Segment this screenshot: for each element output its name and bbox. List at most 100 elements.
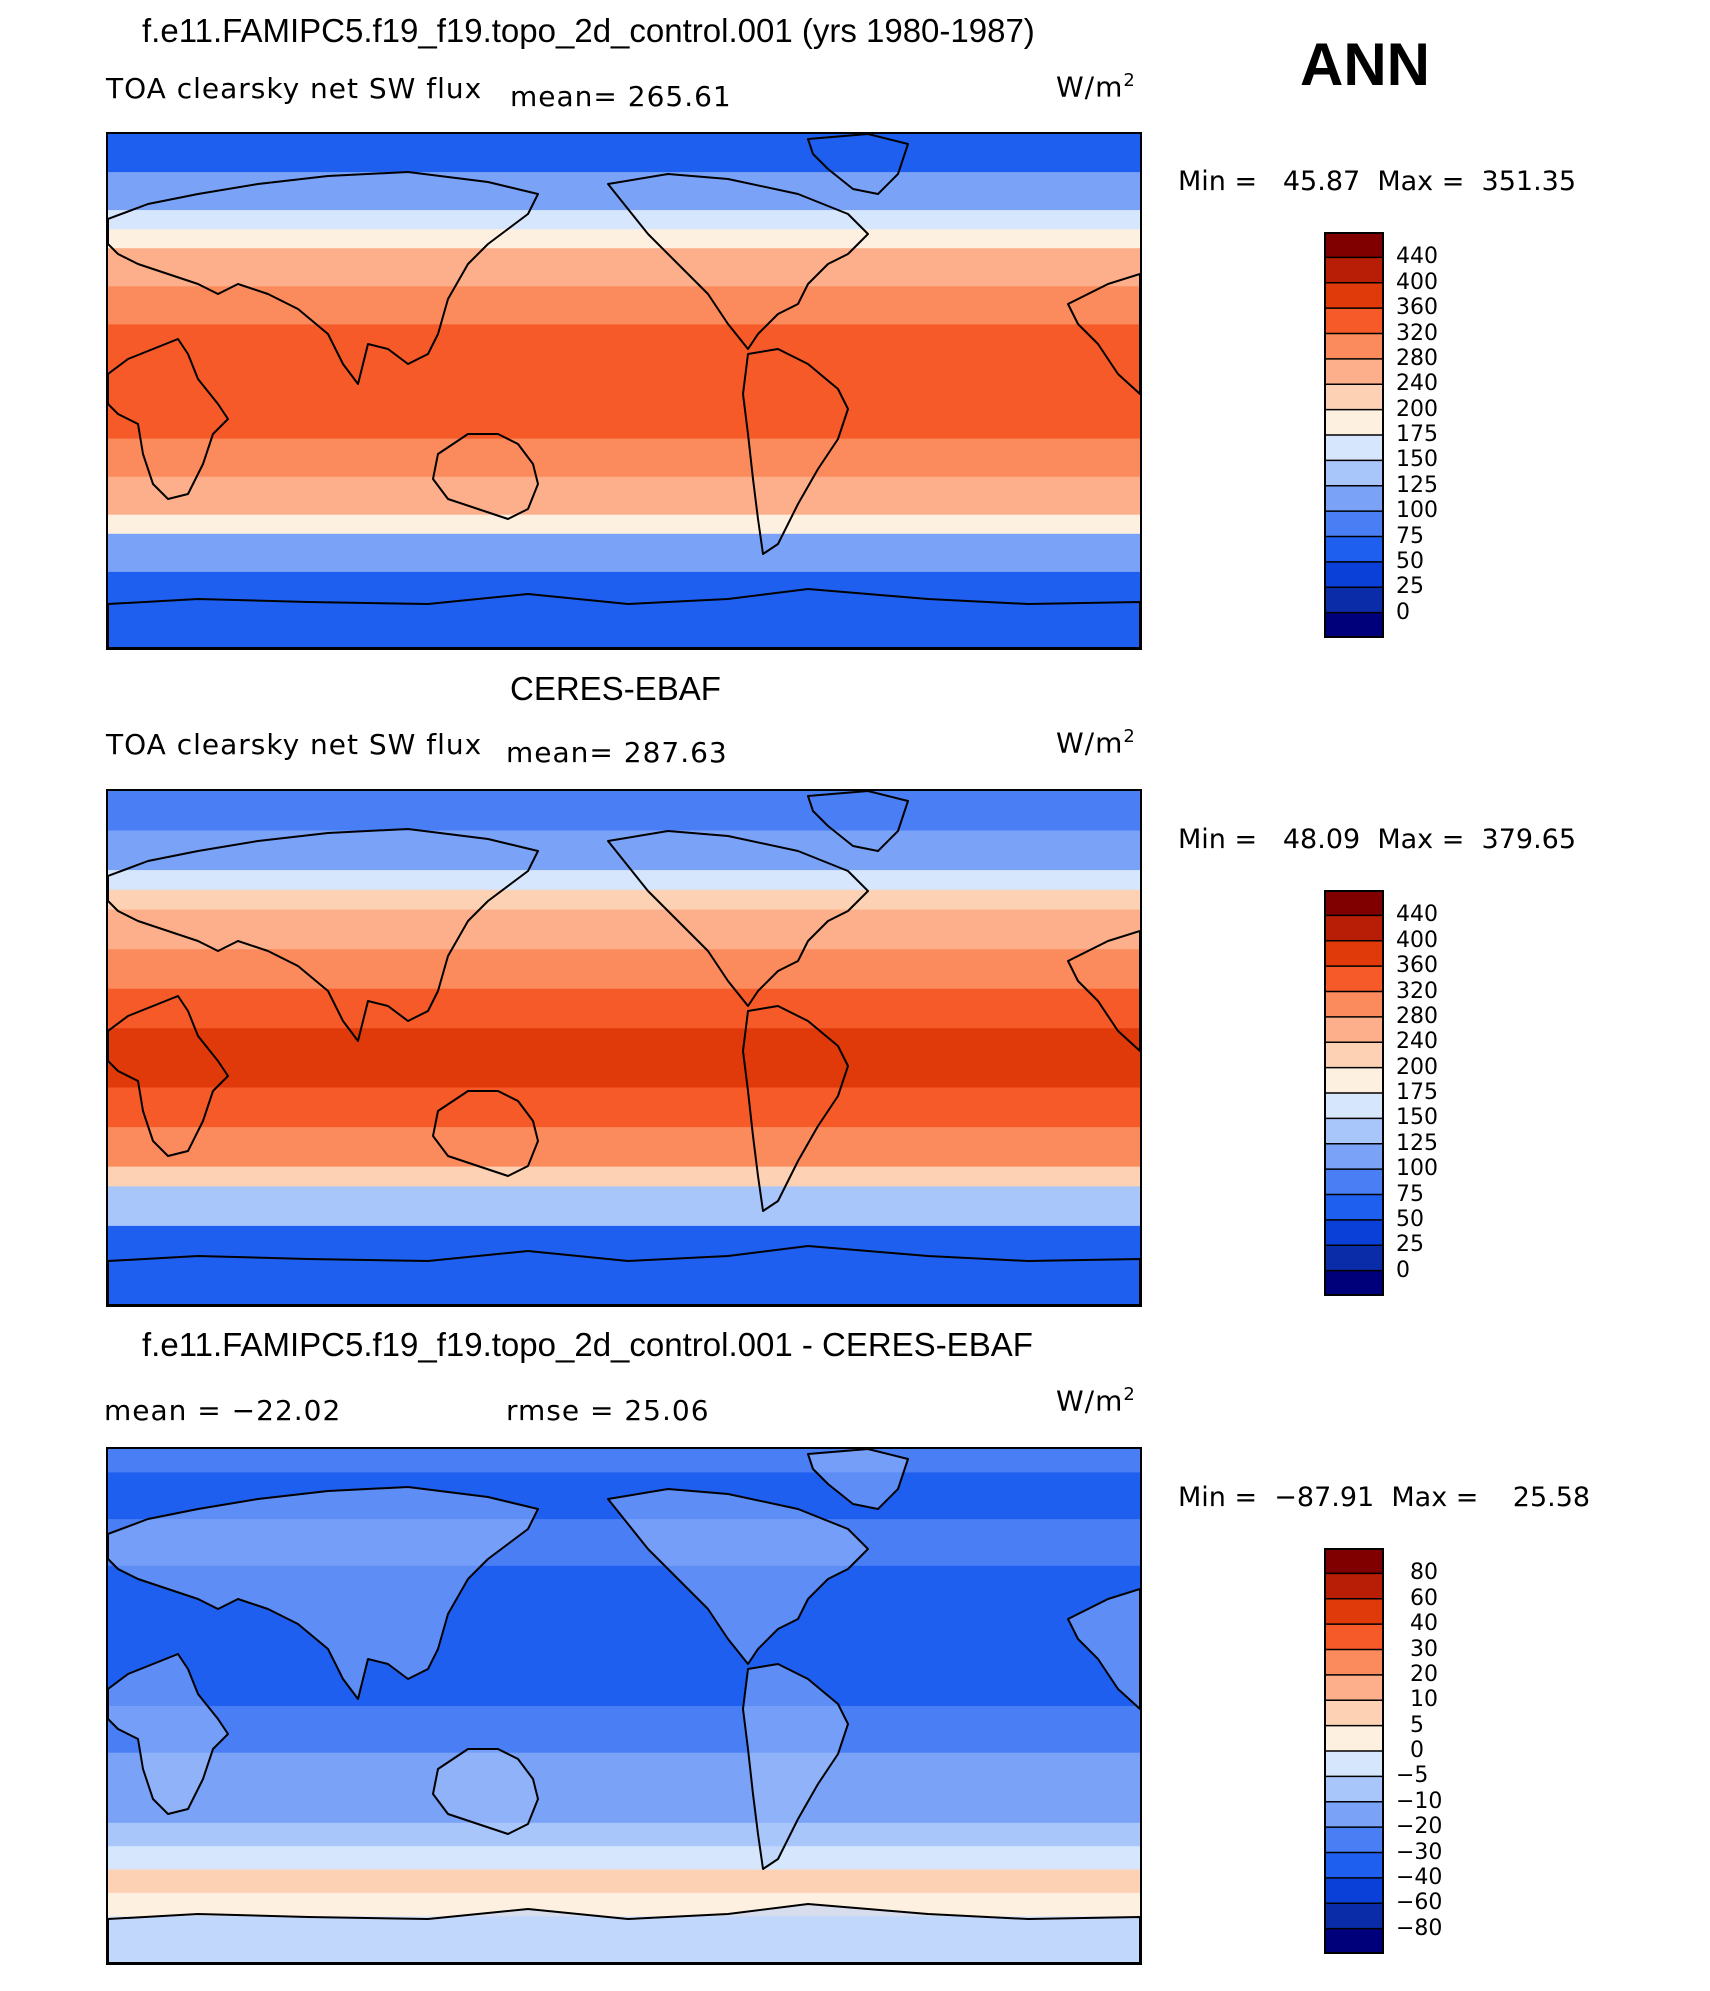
coastline-greenland xyxy=(807,1449,909,1510)
colorbar-box xyxy=(1324,535,1384,564)
map-band xyxy=(108,1752,1140,1800)
panel-2-unit: W/m2 xyxy=(1056,726,1136,760)
colorbar-box xyxy=(1324,1801,1384,1829)
coastline-africa xyxy=(108,1653,229,1815)
map-band xyxy=(108,830,1140,871)
colorbar-tick-label: 175 xyxy=(1396,1080,1438,1105)
coastline-europe-east xyxy=(1067,273,1140,395)
colorbar-box xyxy=(1324,485,1384,513)
colorbar-tick-label: −40 xyxy=(1396,1864,1443,1890)
map-band xyxy=(108,210,1140,230)
coastline-antarctica xyxy=(108,1245,1140,1305)
colorbar-box xyxy=(1324,1598,1384,1626)
colorbar-tick-label: 75 xyxy=(1396,1181,1424,1207)
colorbar-box xyxy=(1324,1219,1384,1247)
map-band xyxy=(108,248,1140,287)
colorbar-tick-label: 10 xyxy=(1410,1687,1438,1713)
map-band xyxy=(108,533,1140,573)
colorbar-box xyxy=(1324,307,1384,335)
panel-3-min-value: −87.91 xyxy=(1274,1482,1375,1513)
colorbar-box xyxy=(1324,1572,1384,1601)
colorbar-tick-label: 440 xyxy=(1396,902,1438,928)
map-band xyxy=(108,381,1140,440)
panel-2-colorbar xyxy=(1324,890,1384,1296)
panel-1-max-value: 351.35 xyxy=(1481,166,1577,197)
map-band xyxy=(108,889,1140,911)
coastline-europe-east xyxy=(1067,1588,1140,1710)
colorbar-tick-label: −30 xyxy=(1396,1839,1443,1865)
colorbar-tick-label: 360 xyxy=(1396,295,1438,321)
panel-1-mean: mean= 265.61 xyxy=(510,80,732,113)
colorbar-box xyxy=(1324,1724,1384,1753)
map-band xyxy=(108,1225,1140,1305)
panel-2-map xyxy=(106,789,1142,1307)
colorbar-tick-label: 60 xyxy=(1410,1585,1438,1611)
coastline-antarctica xyxy=(108,1903,1140,1963)
colorbar-tick-label: 280 xyxy=(1396,345,1438,371)
panel-2-minmax: Min = 48.09 Max = 379.65 xyxy=(1178,824,1577,855)
colorbar-outline xyxy=(1324,232,1384,638)
colorbar-tick-label: 30 xyxy=(1410,1636,1438,1662)
panel-1-map xyxy=(106,132,1142,650)
colorbar-tick-label: 0 xyxy=(1410,1738,1424,1763)
coastline-antarctica xyxy=(108,588,1140,648)
panel-1-unit: W/m2 xyxy=(1056,70,1136,104)
panel-1-title: f.e11.FAMIPC5.f19_f19.topo_2d_control.00… xyxy=(142,12,1035,49)
panel-3-max-value: 25.58 xyxy=(1512,1482,1591,1513)
map-band xyxy=(108,1706,1140,1754)
colorbar-box xyxy=(1324,990,1384,1019)
colorbar-tick-label: 25 xyxy=(1396,1232,1424,1258)
panel-3-unit: W/m2 xyxy=(1056,1384,1136,1418)
colorbar-tick-label: 400 xyxy=(1396,269,1438,295)
map-band xyxy=(108,1916,1140,1963)
coastline-north-america xyxy=(607,1488,869,1665)
colorbar-box xyxy=(1324,940,1384,968)
colorbar-tick-label: 440 xyxy=(1396,244,1438,270)
panel-1-colorbar xyxy=(1324,232,1384,638)
colorbar-tick-label: 320 xyxy=(1396,320,1438,346)
panel-1-minmax: Min = 45.87 Max = 351.35 xyxy=(1178,166,1577,197)
colorbar-box xyxy=(1324,965,1384,993)
colorbar-box xyxy=(1324,256,1384,285)
panel-1-variable: TOA clearsky net SW flux xyxy=(106,72,483,105)
map-band xyxy=(108,791,1140,832)
colorbar-tick-label: 320 xyxy=(1396,978,1438,1004)
map-band xyxy=(108,476,1140,516)
map-band xyxy=(108,1028,1140,1089)
colorbar-tick-label: 40 xyxy=(1410,1611,1438,1637)
panel-2-title: CERES-EBAF xyxy=(510,670,721,707)
panel-3-rmse: rmse = 25.06 xyxy=(506,1394,710,1427)
colorbar-box xyxy=(1324,1193,1384,1222)
map-band xyxy=(108,1449,1140,1473)
panel-1-min-value: 45.87 xyxy=(1282,166,1361,197)
season-label: ANN xyxy=(1300,31,1430,98)
colorbar-box xyxy=(1324,1244,1384,1272)
panel-3-title: f.e11.FAMIPC5.f19_f19.topo_2d_control.00… xyxy=(142,1326,1033,1363)
colorbar-tick-label: 175 xyxy=(1396,422,1438,447)
colorbar-box xyxy=(1324,434,1384,462)
panel-3-colorbar xyxy=(1324,1548,1384,1954)
coastline-south-america xyxy=(742,1663,849,1870)
colorbar-tick-label: −80 xyxy=(1396,1915,1443,1941)
map-band xyxy=(108,1869,1140,1894)
map-band xyxy=(108,1799,1140,1824)
colorbar-box xyxy=(1324,332,1384,361)
colorbar-outline xyxy=(1324,1548,1384,1954)
coastline-australia xyxy=(432,433,539,520)
map-band xyxy=(108,1565,1140,1637)
colorbar-tick-label: 240 xyxy=(1396,1029,1438,1055)
colorbar-tick-label: 25 xyxy=(1396,574,1424,600)
colorbar-tick-label: 100 xyxy=(1396,498,1438,524)
colorbar-tick-label: 0 xyxy=(1396,599,1410,625)
panel-3-map xyxy=(106,1447,1142,1965)
colorbar-box xyxy=(1324,1269,1384,1296)
colorbar-box xyxy=(1324,1775,1384,1804)
coastline-eurasia xyxy=(108,1486,539,1700)
coastline-north-america xyxy=(607,173,869,350)
colorbar-box xyxy=(1324,459,1384,488)
colorbar-box xyxy=(1324,1548,1384,1575)
colorbar-box xyxy=(1324,1092,1384,1120)
panel-2-mean: mean= 287.63 xyxy=(506,736,728,769)
map-band xyxy=(108,1087,1140,1128)
coastline-south-america xyxy=(742,1005,849,1212)
